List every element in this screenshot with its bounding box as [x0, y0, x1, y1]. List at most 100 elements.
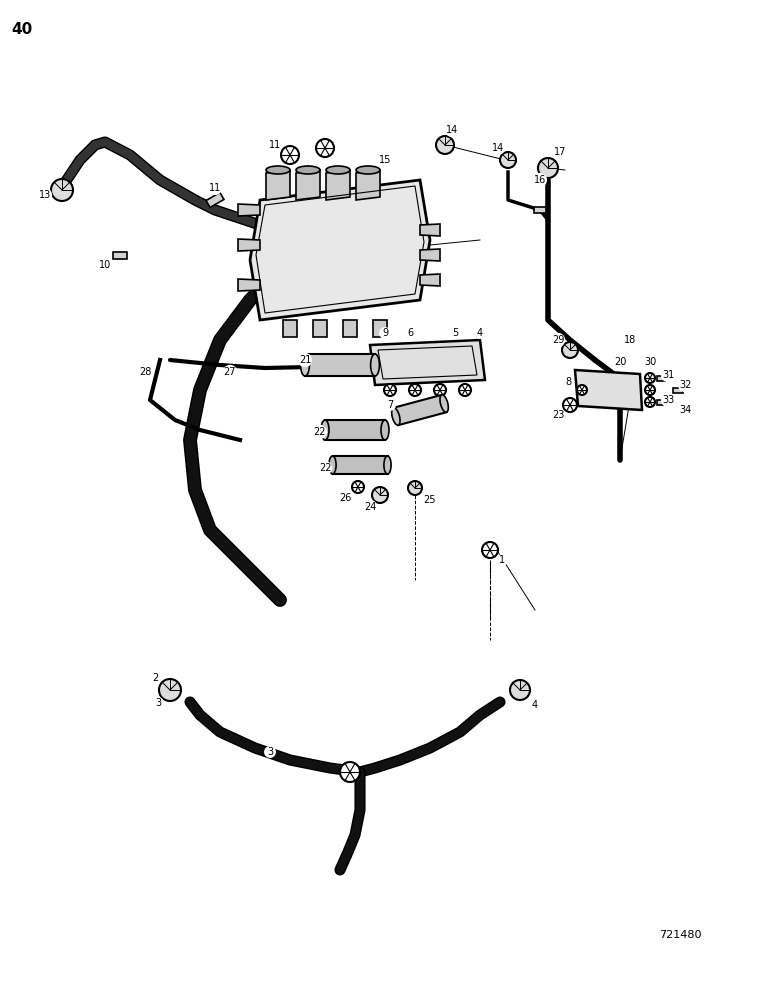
- Circle shape: [482, 542, 498, 558]
- Text: 4: 4: [532, 700, 538, 710]
- Polygon shape: [394, 395, 446, 425]
- Polygon shape: [657, 375, 667, 380]
- Ellipse shape: [329, 456, 336, 474]
- Polygon shape: [370, 340, 485, 385]
- Polygon shape: [343, 320, 357, 337]
- Polygon shape: [266, 170, 290, 200]
- Polygon shape: [238, 279, 260, 291]
- Circle shape: [645, 385, 655, 395]
- Text: 10: 10: [99, 260, 111, 270]
- Ellipse shape: [296, 166, 320, 174]
- Circle shape: [510, 680, 530, 700]
- Circle shape: [51, 179, 73, 201]
- Text: 29: 29: [552, 335, 564, 345]
- Circle shape: [562, 342, 578, 358]
- Text: 33: 33: [662, 395, 674, 405]
- Text: 8: 8: [565, 377, 571, 387]
- Circle shape: [500, 152, 516, 168]
- Polygon shape: [657, 399, 667, 404]
- Ellipse shape: [266, 166, 290, 174]
- Circle shape: [384, 384, 396, 396]
- Ellipse shape: [440, 395, 449, 412]
- Text: 34: 34: [679, 405, 691, 415]
- Polygon shape: [356, 170, 380, 200]
- Polygon shape: [305, 354, 375, 376]
- Text: 6: 6: [407, 328, 413, 338]
- Text: 23: 23: [552, 410, 564, 420]
- Text: 32: 32: [679, 380, 691, 390]
- Polygon shape: [333, 456, 388, 474]
- Text: 21: 21: [299, 355, 311, 365]
- Text: 4: 4: [477, 328, 483, 338]
- Circle shape: [577, 385, 587, 395]
- Text: 24: 24: [364, 502, 376, 512]
- Text: 721480: 721480: [659, 930, 701, 940]
- Polygon shape: [283, 320, 297, 337]
- Ellipse shape: [321, 420, 329, 440]
- Polygon shape: [296, 170, 320, 200]
- Text: 5: 5: [452, 328, 458, 338]
- Ellipse shape: [381, 420, 389, 440]
- Circle shape: [352, 481, 364, 493]
- Circle shape: [159, 679, 181, 701]
- Ellipse shape: [391, 408, 400, 425]
- Polygon shape: [575, 370, 642, 410]
- Text: 25: 25: [424, 495, 436, 505]
- Polygon shape: [250, 180, 430, 320]
- Circle shape: [645, 397, 655, 407]
- Polygon shape: [325, 420, 385, 440]
- Text: 22: 22: [313, 427, 327, 437]
- Polygon shape: [206, 193, 224, 207]
- Polygon shape: [420, 274, 440, 286]
- Polygon shape: [238, 204, 260, 216]
- Circle shape: [316, 139, 334, 157]
- Text: 30: 30: [644, 357, 656, 367]
- Polygon shape: [113, 251, 127, 258]
- Text: 3: 3: [267, 747, 273, 757]
- Ellipse shape: [326, 166, 350, 174]
- Text: 27: 27: [224, 367, 236, 377]
- Text: 7: 7: [387, 400, 393, 410]
- Text: 3: 3: [155, 698, 161, 708]
- Text: 9: 9: [382, 328, 388, 338]
- Polygon shape: [673, 387, 683, 392]
- Circle shape: [281, 146, 299, 164]
- Text: 11: 11: [209, 183, 221, 193]
- Circle shape: [408, 481, 422, 495]
- Circle shape: [409, 384, 421, 396]
- Text: 14: 14: [492, 143, 504, 153]
- Polygon shape: [326, 170, 350, 200]
- Circle shape: [645, 373, 655, 383]
- Text: 1: 1: [499, 555, 505, 565]
- Polygon shape: [238, 239, 260, 251]
- Text: 2: 2: [152, 673, 158, 683]
- Text: 17: 17: [554, 147, 566, 157]
- Circle shape: [372, 487, 388, 503]
- Ellipse shape: [356, 166, 380, 174]
- Circle shape: [459, 384, 471, 396]
- Circle shape: [340, 762, 360, 782]
- Text: 11: 11: [269, 140, 281, 150]
- Ellipse shape: [371, 354, 379, 376]
- Text: 22: 22: [319, 463, 331, 473]
- Text: 14: 14: [446, 125, 458, 135]
- Polygon shape: [534, 207, 546, 213]
- Polygon shape: [313, 320, 327, 337]
- Polygon shape: [373, 320, 387, 337]
- Text: 16: 16: [534, 175, 546, 185]
- Circle shape: [434, 384, 446, 396]
- Text: 31: 31: [662, 370, 674, 380]
- Text: 20: 20: [614, 357, 626, 367]
- Ellipse shape: [384, 456, 391, 474]
- Polygon shape: [420, 224, 440, 236]
- Text: 13: 13: [39, 190, 51, 200]
- Polygon shape: [420, 249, 440, 261]
- Circle shape: [436, 136, 454, 154]
- Text: 18: 18: [624, 335, 636, 345]
- Text: 28: 28: [139, 367, 151, 377]
- Ellipse shape: [300, 354, 310, 376]
- Circle shape: [563, 398, 577, 412]
- Text: 26: 26: [339, 493, 351, 503]
- Circle shape: [538, 158, 558, 178]
- Text: 40: 40: [12, 22, 32, 37]
